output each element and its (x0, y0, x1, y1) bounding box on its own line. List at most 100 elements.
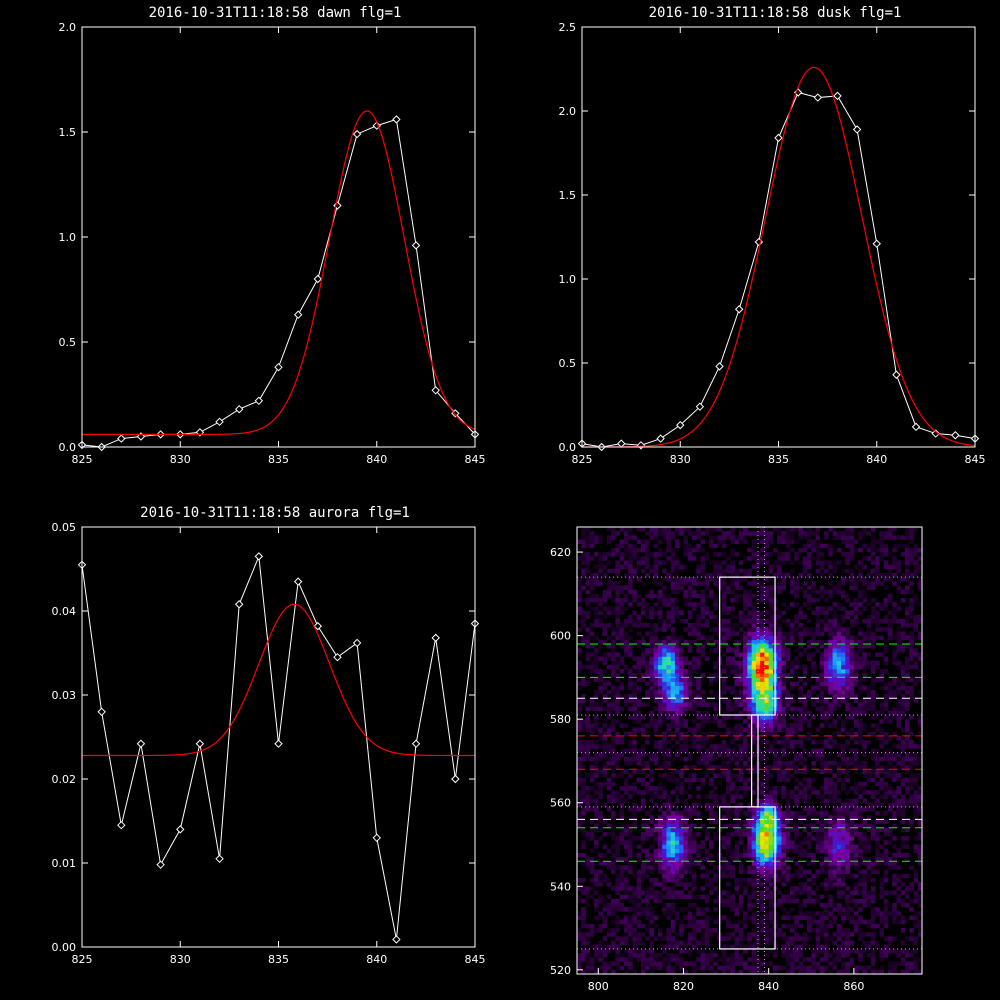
heatmap-cell (798, 902, 804, 908)
heatmap-cell (849, 673, 855, 678)
heatmap-cell (862, 819, 867, 824)
heatmap-cell (772, 752, 778, 758)
heatmap-cell (807, 593, 812, 599)
heatmap-cell (623, 547, 629, 553)
heatmap-cell (602, 606, 608, 611)
heatmap-cell (832, 610, 838, 616)
heatmap-cell (602, 639, 608, 645)
heatmap-cell (824, 618, 829, 624)
heatmap-cell (726, 664, 731, 670)
heatmap-cell (594, 652, 599, 657)
heatmap-cell (815, 727, 821, 732)
heatmap-cell (789, 669, 795, 674)
heatmap-cell (615, 560, 620, 565)
heatmap-cell (653, 643, 659, 649)
heatmap-cell (755, 618, 761, 624)
heatmap-cell (709, 781, 714, 787)
heatmap-cell (772, 723, 778, 728)
heatmap-cell (751, 627, 757, 632)
heatmap-cell (653, 531, 659, 536)
heatmap-cell (794, 618, 799, 624)
heatmap-cell (674, 723, 680, 728)
heatmap-cell (611, 886, 616, 891)
heatmap-cell (632, 714, 637, 720)
heatmap-cell (649, 944, 654, 950)
heatmap-cell (841, 643, 846, 649)
heatmap-cell (824, 940, 829, 946)
heatmap-cell (717, 744, 723, 749)
heatmap-cell (738, 840, 744, 845)
heatmap-cell (687, 948, 693, 954)
heatmap-cell (598, 923, 603, 929)
heatmap-cell (585, 790, 591, 795)
heatmap-cell (832, 848, 838, 854)
heatmap-cell (717, 802, 723, 808)
heatmap-cell (858, 760, 863, 766)
heatmap-cell (781, 840, 786, 845)
heatmap-cell (636, 669, 642, 674)
heatmap-cell (789, 547, 795, 553)
heatmap-cell (785, 969, 791, 974)
heatmap-cell (585, 652, 591, 657)
heatmap-cell (623, 531, 629, 536)
dawn-x-tick-label: 840 (366, 453, 387, 466)
heatmap-cell (589, 831, 595, 837)
heatmap-cell (807, 840, 812, 845)
heatmap-cell (862, 831, 867, 837)
heatmap-cell (747, 865, 752, 870)
heatmap-cell (764, 689, 769, 695)
heatmap-cell (798, 623, 804, 628)
heatmap-cell (730, 552, 735, 557)
heatmap-cell (760, 581, 765, 586)
heatmap-cell (653, 681, 659, 687)
heatmap-cell (768, 689, 774, 695)
heatmap-cell (692, 869, 697, 875)
heatmap-cell (747, 932, 752, 937)
heatmap-cell (692, 936, 697, 941)
heatmap-cell (845, 664, 850, 670)
heatmap-cell (798, 706, 804, 712)
heatmap-cell (653, 857, 659, 862)
heatmap-cell (666, 556, 671, 561)
heatmap-cell (653, 552, 659, 557)
heatmap-cell (832, 857, 838, 862)
heatmap-cell (657, 773, 663, 778)
heatmap-cell (726, 744, 731, 749)
heatmap-cell (764, 861, 769, 866)
heatmap-cell (640, 873, 646, 879)
heatmap-cell (726, 589, 731, 595)
heatmap-cell (743, 556, 748, 561)
heatmap-cell (602, 907, 608, 912)
heatmap-cell (841, 919, 846, 925)
heatmap-cell (798, 689, 804, 695)
heatmap-cell (726, 902, 731, 908)
heatmap-cell (836, 857, 842, 862)
heatmap-cell (743, 618, 748, 624)
heatmap-cell (841, 852, 846, 858)
heatmap-cell (781, 652, 786, 657)
heatmap-cell (751, 606, 757, 611)
heatmap-cell (807, 869, 812, 875)
heatmap-cell (743, 936, 748, 941)
heatmap-cell (845, 598, 850, 603)
heatmap-cell (764, 639, 769, 645)
heatmap-cell (858, 535, 863, 540)
heatmap-cell (811, 948, 816, 954)
heatmap-cell (751, 618, 757, 624)
heatmap-cell (836, 623, 842, 628)
heatmap-cell (811, 752, 816, 758)
heatmap-cell (743, 539, 748, 545)
heatmap-cell (730, 773, 735, 778)
heatmap-cell (768, 706, 774, 712)
heatmap-cell (594, 869, 599, 875)
heatmap-cell (866, 861, 872, 866)
heatmap-cell (738, 664, 744, 670)
heatmap-cell (726, 727, 731, 732)
heatmap-cell (841, 698, 846, 703)
heatmap-cell (674, 857, 680, 862)
heatmap-cell (674, 848, 680, 854)
heatmap-cell (870, 698, 876, 703)
heatmap-cell (870, 552, 876, 557)
heatmap-cell (687, 543, 693, 549)
heatmap-cell (789, 685, 795, 691)
